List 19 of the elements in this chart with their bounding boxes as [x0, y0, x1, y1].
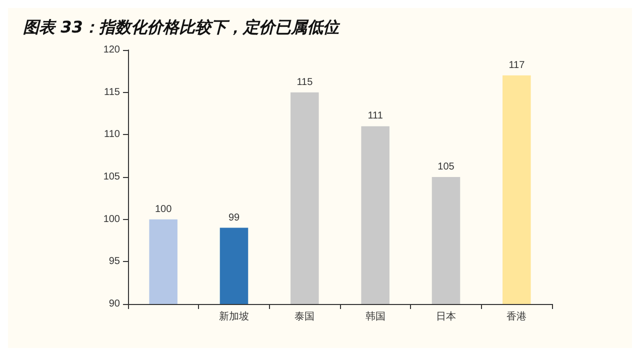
data-label: 100	[154, 204, 172, 215]
y-tick-label: 110	[104, 129, 120, 140]
chart-title: 图表 33：指数化价格比较下，定价已属低位	[23, 18, 341, 36]
y-tick-label: 90	[108, 298, 120, 310]
x-tick-label: 新加坡	[219, 310, 249, 322]
data-label: 99	[228, 212, 240, 224]
x-tick-label: 日本	[436, 310, 456, 322]
y-tick-label: 95	[108, 256, 120, 268]
x-tick-label: 泰国	[294, 312, 315, 322]
y-tick-label: 105	[103, 172, 120, 182]
y-tick-label: 115	[104, 86, 120, 98]
data-label: 117	[508, 60, 526, 71]
y-tick-label: 100	[103, 214, 120, 225]
y-tick-label: 120	[103, 44, 120, 56]
data-label: 111	[368, 110, 384, 122]
x-tick-label: 香港	[506, 310, 527, 322]
data-label: 115	[296, 76, 314, 88]
data-label: 105	[438, 162, 455, 172]
x-tick-label: 韩国	[365, 310, 386, 322]
